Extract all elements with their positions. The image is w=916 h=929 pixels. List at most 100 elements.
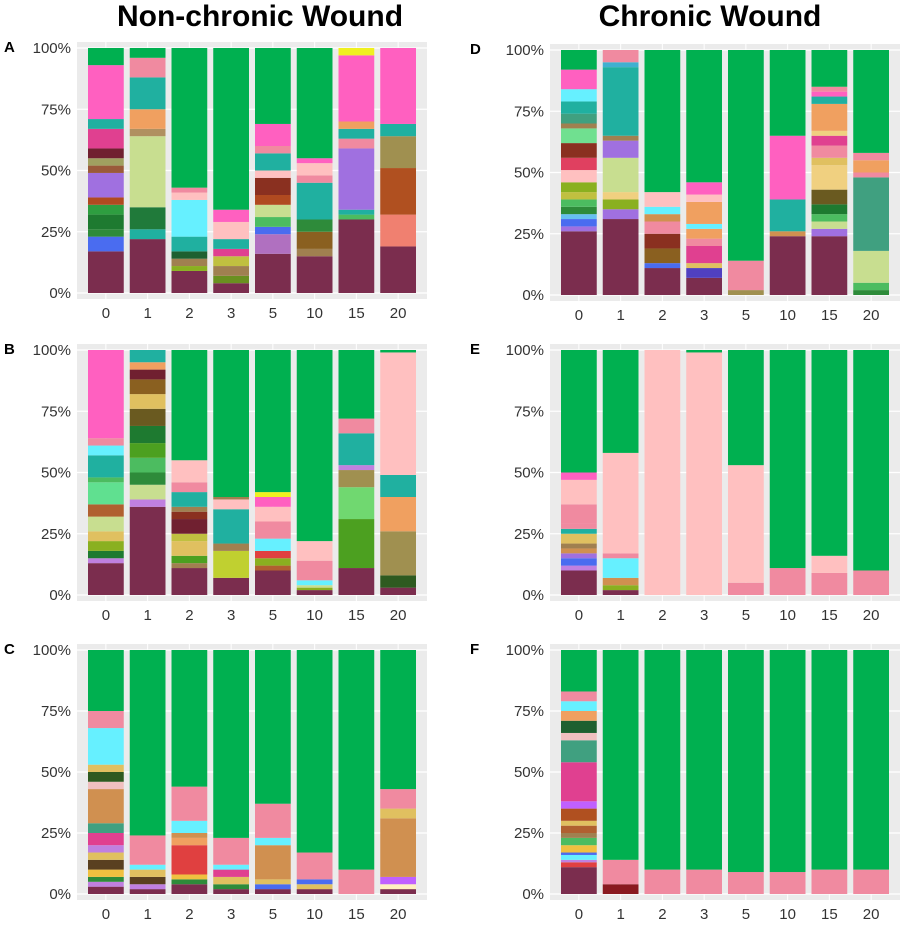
bar-segment <box>296 884 333 890</box>
x-tick-label: 10 <box>306 607 323 624</box>
bar-segment <box>728 872 764 894</box>
bar-segment <box>88 563 124 595</box>
bar-segment <box>811 572 848 595</box>
x-tick-label: 1 <box>143 906 151 923</box>
bar-segment <box>561 720 597 733</box>
bar-segment <box>338 433 375 466</box>
bar-segment <box>129 57 166 78</box>
x-tick-label: 15 <box>348 607 365 624</box>
left-column-title: Non-chronic Wound <box>116 0 404 33</box>
bar-segment <box>129 869 166 877</box>
bar-segment <box>811 555 848 573</box>
panel-e: 0% 25% 50% 75% 100% E 0 1 2 3 5 10 15 20 <box>470 341 900 624</box>
bar-segment <box>686 223 722 229</box>
bar-segment <box>213 221 249 240</box>
bar-segment <box>380 123 416 137</box>
bar-segment <box>255 889 291 894</box>
bar-segment <box>561 533 597 544</box>
x-tick-label: 3 <box>227 906 235 923</box>
y-tick-label: 50% <box>514 764 544 781</box>
bar-segment <box>255 146 291 154</box>
x-tick-label: 10 <box>779 906 796 923</box>
bar-segment <box>88 772 124 782</box>
x-tick-label: 5 <box>742 307 750 324</box>
bar-segment <box>88 550 124 559</box>
x-tick-label: 2 <box>185 906 193 923</box>
bar-segment <box>811 145 848 158</box>
bar-segment <box>88 236 124 252</box>
bar-segment <box>811 130 848 136</box>
bar-segment <box>561 504 597 524</box>
bar-segment <box>88 438 124 446</box>
bar-segment <box>686 277 722 295</box>
bar-segment <box>171 511 208 520</box>
bar-segment <box>171 820 208 833</box>
bar-segment <box>561 808 597 821</box>
bar-segment <box>129 499 166 507</box>
bar-segment <box>380 474 416 497</box>
bar-segment <box>561 867 597 894</box>
bar-segment <box>213 266 249 276</box>
bar-segment <box>561 128 597 144</box>
bar-segment <box>88 214 124 230</box>
bar-segment <box>728 260 764 291</box>
bar-segment <box>213 350 249 497</box>
panel-c: 0% 25% 50% 75% 100% C 0 1 2 3 5 10 15 20 <box>4 641 427 923</box>
bar-segment <box>129 239 166 293</box>
bar-segment <box>296 158 333 164</box>
bar-segment <box>561 199 597 207</box>
bar-segment <box>255 195 291 205</box>
bar-segment <box>561 143 597 158</box>
bar-segment <box>811 204 848 215</box>
bar-segment <box>561 740 597 763</box>
bar-segment <box>213 275 249 284</box>
bar-segment <box>171 192 208 200</box>
bar-segment <box>88 859 124 870</box>
bar-segment <box>811 96 848 104</box>
bar-segment <box>129 876 166 885</box>
bar-segment <box>213 837 249 865</box>
bar-segment <box>380 650 416 790</box>
bar-segment <box>380 884 416 890</box>
bar-segment <box>769 350 806 569</box>
x-tick-label: 0 <box>575 906 583 923</box>
bar-segment <box>88 165 124 173</box>
bar-segment <box>171 187 208 193</box>
bar-segment <box>602 62 639 68</box>
bar-segment <box>213 509 249 544</box>
bar-segment <box>644 248 681 264</box>
bar-segment <box>171 533 208 542</box>
bar-segment <box>129 408 166 426</box>
panel-letter: C <box>4 641 15 658</box>
bar-segment <box>296 580 333 586</box>
bar-segment <box>213 884 249 890</box>
bar-segment <box>561 219 597 227</box>
bar-segment <box>88 251 124 293</box>
bar-segment <box>686 246 722 264</box>
y-tick-label: 0% <box>49 285 71 302</box>
bar-segment <box>686 869 722 894</box>
bar-segment <box>88 482 124 505</box>
bar-segment <box>88 650 124 711</box>
bar-segment <box>853 50 889 153</box>
bar-segment <box>811 214 848 222</box>
bar-segment <box>602 553 639 559</box>
bar-segment <box>213 256 249 267</box>
bar-segment <box>561 69 597 90</box>
x-tick-label: 5 <box>269 305 277 322</box>
bar-segment <box>88 350 124 439</box>
bar-segment <box>686 182 722 195</box>
bar-segment <box>171 650 208 787</box>
bar-segment <box>213 550 249 578</box>
bar-segment <box>561 701 597 711</box>
bar-segment <box>853 350 889 571</box>
bar-segment <box>686 238 722 246</box>
bar-segment <box>561 837 597 846</box>
bar-segment <box>561 732 597 741</box>
x-tick-label: 20 <box>390 607 407 624</box>
panel-letter: A <box>4 39 15 56</box>
bar-segment <box>88 881 124 887</box>
bar-segment <box>644 869 681 894</box>
bar-segment <box>811 650 848 870</box>
y-tick-label: 25% <box>514 226 544 243</box>
